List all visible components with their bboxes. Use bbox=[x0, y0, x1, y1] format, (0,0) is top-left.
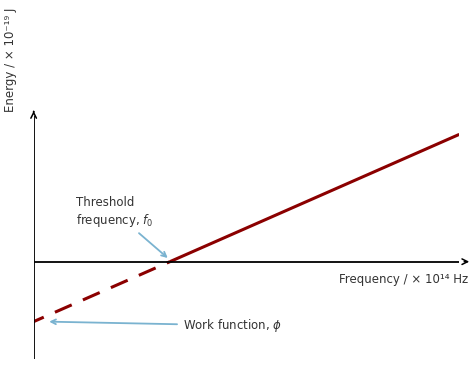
Text: Frequency / × 10¹⁴ Hz: Frequency / × 10¹⁴ Hz bbox=[338, 273, 468, 286]
Text: Energy / × 10⁻¹⁹ J: Energy / × 10⁻¹⁹ J bbox=[4, 8, 17, 112]
Text: Work function, $\phi$: Work function, $\phi$ bbox=[51, 317, 282, 334]
Text: Threshold
frequency, $f_0$: Threshold frequency, $f_0$ bbox=[76, 196, 166, 257]
